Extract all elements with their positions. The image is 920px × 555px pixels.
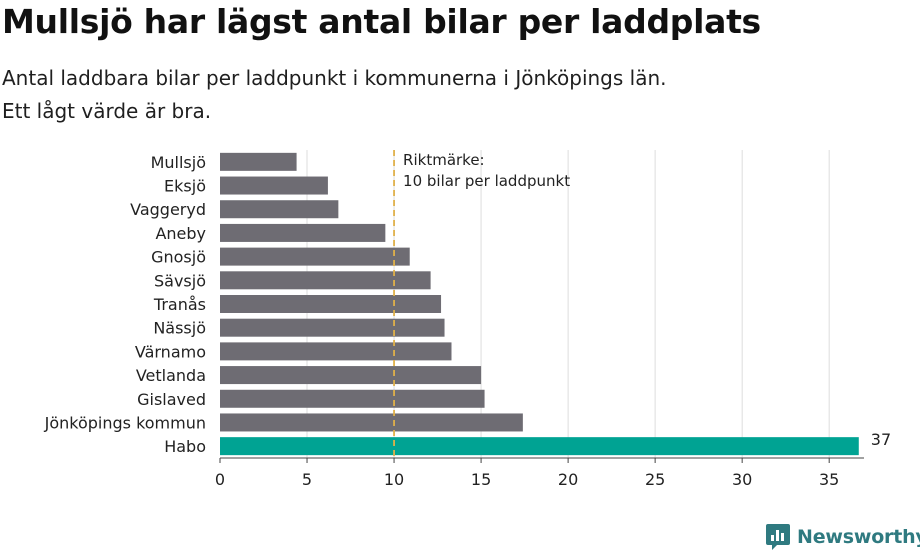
category-label-3: Aneby (155, 224, 206, 243)
bar-10 (220, 389, 485, 408)
bar-7 (220, 318, 445, 337)
x-tick-label-3: 15 (471, 470, 491, 489)
x-tick-label-5: 25 (645, 470, 665, 489)
reference-label-line-1: Riktmärke: (403, 151, 485, 169)
bar-9 (220, 366, 482, 385)
category-label-2: Vaggeryd (130, 200, 206, 219)
x-tick-label-1: 5 (302, 470, 312, 489)
bar-0 (220, 152, 297, 171)
reference-label-line-2: 10 bilar per laddpunkt (403, 172, 570, 190)
category-label-7: Nässjö (153, 319, 206, 338)
bar-11 (220, 413, 523, 432)
category-label-6: Tranås (153, 295, 206, 314)
bar-6 (220, 295, 442, 313)
bar-2 (220, 200, 339, 219)
bar-12 (220, 437, 859, 456)
bar-5 (220, 271, 431, 290)
bar-chart-badge-icon (766, 524, 790, 550)
brand-name: Newsworthy (797, 526, 920, 548)
bar-1 (220, 176, 328, 195)
x-tick-label-4: 20 (558, 470, 578, 489)
x-tick-label-2: 10 (384, 470, 404, 489)
subtitle-line-2: Ett lågt värde är bra. (2, 99, 212, 123)
x-tick-label-7: 35 (819, 470, 839, 489)
bar-8 (220, 342, 452, 361)
subtitle-line-1: Antal laddbara bilar per laddpunkt i kom… (2, 66, 667, 90)
chart-title: Mullsjö har lägst antal bilar per laddpl… (2, 2, 761, 41)
category-label-12: Habo (164, 437, 206, 456)
category-label-11: Jönköpings kommun (44, 413, 206, 432)
category-label-9: Vetlanda (136, 366, 206, 385)
bar-4 (220, 247, 410, 266)
x-tick-label-6: 30 (732, 470, 752, 489)
bar-3 (220, 223, 386, 242)
x-tick-label-0: 0 (215, 470, 225, 489)
category-label-10: Gislaved (137, 390, 206, 409)
newsworthy-logo: Newsworthy (765, 522, 920, 552)
chart-subtitle: Antal laddbara bilar per laddpunkt i kom… (2, 62, 902, 128)
category-label-8: Värnamo (135, 342, 206, 361)
highlight-value-label: 37 (871, 430, 891, 449)
category-label-5: Sävsjö (154, 271, 206, 290)
category-label-1: Eksjö (164, 177, 206, 196)
category-label-0: Mullsjö (151, 153, 206, 172)
category-label-4: Gnosjö (151, 248, 206, 267)
